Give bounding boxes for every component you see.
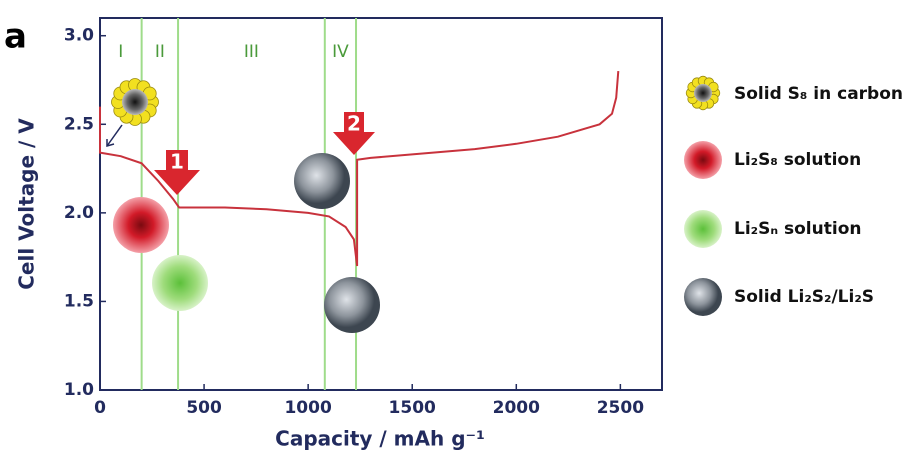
illustrations: 1 2: [106, 78, 380, 333]
y-tick-label: 2.0: [64, 203, 94, 223]
legend-icon: [684, 278, 722, 316]
marker-label: 1: [170, 150, 184, 174]
solid-icon: [324, 277, 380, 333]
region-label: II: [155, 42, 165, 62]
marker-label: 2: [347, 112, 361, 136]
marker-arrow: [154, 150, 200, 195]
carbon-core: [122, 89, 148, 115]
y-tick-label: 3.0: [64, 26, 94, 46]
x-tick-label: 1500: [389, 398, 436, 418]
legend-text: Li₂Sₙ solution: [734, 219, 861, 239]
y-tick-label: 2.5: [64, 114, 94, 134]
y-axis-label: Cell Voltage / V: [15, 118, 39, 290]
y-tick-label: 1.0: [64, 380, 94, 400]
x-axis-label: Capacity / mAh g⁻¹: [275, 427, 485, 451]
carbon-core: [694, 84, 712, 102]
pointer: [106, 139, 115, 147]
panel-label: a: [4, 17, 27, 57]
marker-arrow: [333, 112, 375, 155]
y-tick-label: 1.5: [64, 291, 94, 311]
x-tick-label: 1000: [284, 398, 331, 418]
legend-text: Solid S₈ in carbon: [734, 84, 903, 104]
region-label: III: [244, 42, 259, 62]
x-tick-label: 2000: [493, 398, 540, 418]
x-tick-label: 0: [94, 398, 106, 418]
region-label: IV: [332, 42, 349, 62]
x-tick-label: 2500: [597, 398, 644, 418]
legend: Solid S₈ in carbon Li₂S₈ solution Li₂Sₙ …: [684, 75, 903, 316]
legend-text: Solid Li₂S₂/Li₂S: [734, 287, 874, 307]
li2s8-icon: [113, 197, 169, 253]
solid-icon: [294, 153, 350, 209]
carbon-icon: [111, 78, 159, 126]
legend-icon: [684, 210, 722, 248]
legend-text: Li₂S₈ solution: [734, 150, 861, 170]
curve: [99, 71, 620, 267]
li2sn-icon: [152, 255, 208, 311]
pointer: [106, 124, 123, 147]
legend-icon: [684, 141, 722, 179]
region-label: I: [118, 42, 123, 62]
legend-icon: [685, 75, 721, 111]
x-tick-label: 500: [186, 398, 222, 418]
plot-frame: [99, 17, 663, 391]
